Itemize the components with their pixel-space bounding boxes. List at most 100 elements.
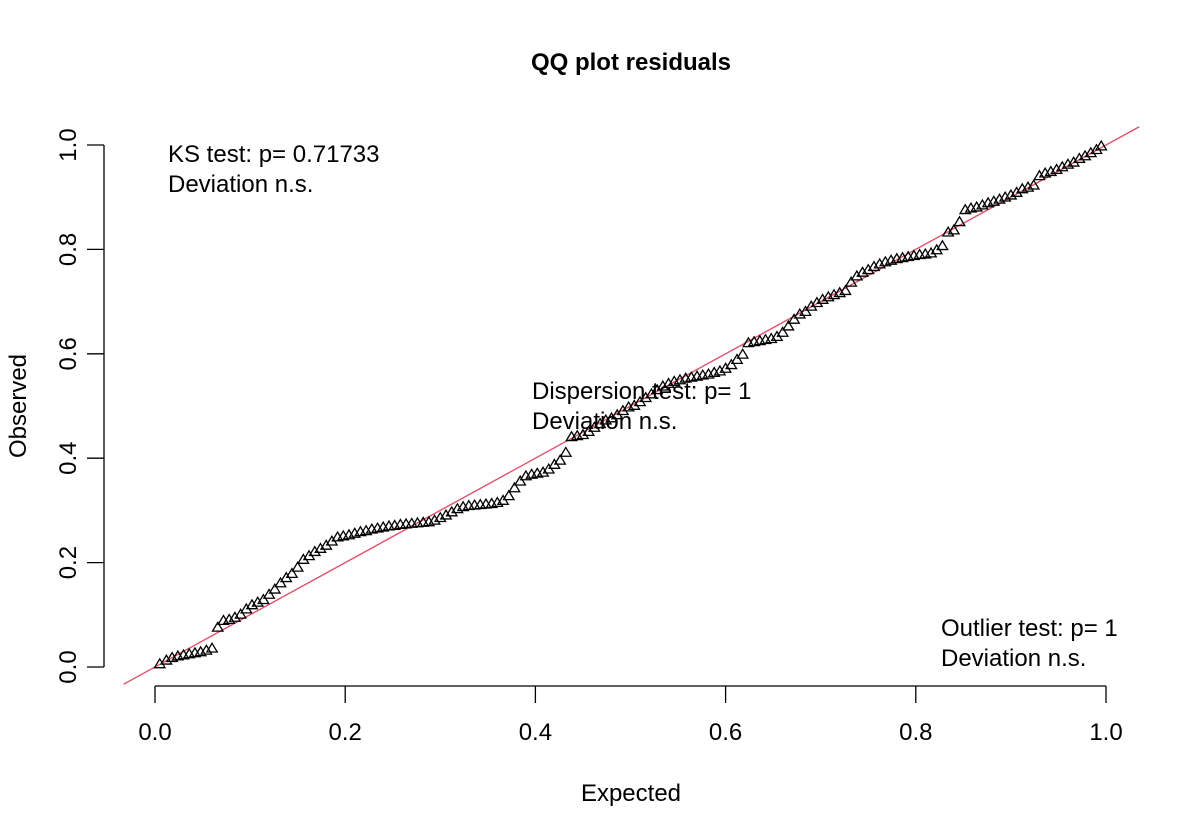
x-tick-label: 1.0 — [1089, 719, 1122, 746]
data-point — [975, 198, 989, 210]
data-point — [730, 353, 744, 365]
data-point — [576, 428, 590, 440]
data-point — [274, 576, 287, 588]
data-point — [776, 326, 790, 337]
data-point — [793, 307, 807, 319]
data-point — [1061, 158, 1075, 169]
data-point — [804, 300, 818, 311]
data-point — [839, 284, 852, 296]
y-axis-label: Observed — [5, 354, 32, 458]
data-point — [433, 511, 447, 523]
data-point — [296, 553, 310, 564]
data-points — [153, 139, 1108, 669]
data-point — [222, 613, 236, 624]
data-point — [490, 496, 504, 508]
data-point — [1027, 178, 1041, 190]
outlier-deviation-text: Deviation n.s. — [941, 645, 1086, 672]
data-point — [1084, 146, 1098, 158]
data-point — [810, 296, 824, 308]
data-point — [844, 276, 858, 287]
x-ticks: 0.0 0.2 0.4 0.6 0.8 1.0 — [138, 686, 1123, 746]
data-point — [508, 481, 521, 493]
data-point — [445, 505, 459, 517]
data-point — [513, 474, 527, 486]
data-point — [799, 305, 812, 316]
data-point — [1050, 163, 1063, 175]
data-point — [787, 313, 801, 324]
data-point — [816, 293, 829, 304]
y-tick-label: 0.4 — [55, 442, 82, 475]
data-point — [234, 608, 247, 619]
data-point — [947, 223, 961, 235]
chart-title: QQ plot residuals — [531, 49, 731, 76]
data-point — [160, 653, 173, 665]
data-point — [656, 379, 670, 391]
outlier-test-text: Outlier test: p= 1 — [941, 615, 1118, 642]
data-point — [724, 358, 738, 370]
data-point — [616, 404, 630, 416]
data-point — [308, 545, 322, 557]
data-point — [867, 260, 881, 272]
data-point — [850, 269, 864, 281]
data-point — [1010, 186, 1023, 197]
x-tick-label: 0.0 — [138, 719, 171, 746]
data-point — [639, 391, 653, 403]
data-point — [924, 246, 938, 258]
data-point — [559, 446, 573, 457]
data-point — [587, 421, 601, 432]
data-point — [833, 286, 847, 298]
data-point — [1078, 149, 1092, 161]
data-point — [262, 588, 276, 599]
data-point — [736, 348, 750, 359]
data-point — [1073, 152, 1086, 164]
data-point — [451, 502, 464, 514]
data-point — [502, 489, 516, 501]
data-point — [268, 582, 282, 594]
x-tick-label: 0.2 — [329, 719, 362, 746]
data-point — [536, 466, 550, 477]
data-point — [662, 377, 675, 389]
y-tick-label: 1.0 — [55, 128, 82, 161]
data-point — [936, 239, 949, 251]
dispersion-deviation-text: Deviation n.s. — [532, 408, 677, 435]
data-point — [245, 598, 259, 610]
data-point — [953, 215, 966, 227]
data-point — [998, 190, 1012, 202]
data-point — [987, 195, 1001, 206]
data-point — [605, 411, 618, 423]
data-point — [993, 193, 1006, 204]
data-point — [1004, 188, 1018, 200]
data-point — [428, 514, 441, 525]
data-point — [941, 225, 955, 237]
ks-deviation-text: Deviation n.s. — [168, 171, 313, 198]
data-point — [1094, 139, 1108, 151]
data-point — [873, 257, 887, 269]
data-point — [599, 413, 613, 425]
data-point — [285, 567, 299, 579]
data-point — [251, 596, 265, 607]
x-tick-label: 0.8 — [899, 719, 932, 746]
data-point — [970, 200, 984, 212]
data-point — [713, 364, 727, 376]
data-point — [211, 621, 225, 632]
x-axis-label: Expected — [581, 780, 681, 807]
y-tick-label: 0.6 — [55, 337, 82, 370]
data-point — [1044, 165, 1058, 177]
data-point — [228, 611, 242, 622]
y-tick-label: 0.2 — [55, 546, 82, 579]
data-point — [439, 508, 453, 520]
data-point — [593, 417, 607, 429]
data-point — [650, 383, 664, 395]
x-tick-label: 0.4 — [519, 719, 552, 746]
ks-test-text: KS test: p= 0.71733 — [168, 141, 380, 168]
data-point — [1055, 160, 1069, 172]
data-point — [205, 641, 219, 653]
data-point — [1090, 143, 1103, 155]
data-point — [314, 542, 327, 553]
y-ticks: 0.0 0.2 0.4 0.6 0.8 1.0 — [55, 128, 104, 684]
data-point — [861, 263, 875, 275]
data-point — [291, 561, 305, 572]
data-point — [553, 454, 567, 465]
data-point — [781, 319, 795, 331]
y-tick-label: 0.0 — [55, 650, 82, 683]
